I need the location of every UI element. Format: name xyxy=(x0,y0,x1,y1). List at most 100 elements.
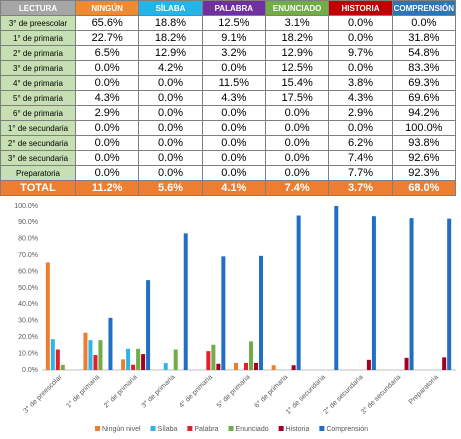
cell: 2.9% xyxy=(328,105,393,121)
bar xyxy=(259,255,263,370)
cell: 0.0% xyxy=(264,105,330,121)
legend-swatch xyxy=(319,426,325,431)
cell: 18.2% xyxy=(138,30,203,46)
bar xyxy=(211,344,216,370)
y-tick-label: 80.0% xyxy=(18,236,38,243)
cell: 4.1% xyxy=(201,180,266,196)
bar xyxy=(136,348,141,370)
table-row: Preparatoria 0.0% 0.0% 0.0% 0.0% 7.7% 92.3% xyxy=(0,165,457,181)
y-tick-label: 30.0% xyxy=(18,318,38,325)
bar xyxy=(296,215,301,370)
y-tick-label: 60.0% xyxy=(18,268,38,275)
cell: 0.0% xyxy=(328,60,393,76)
cell: 0.0% xyxy=(138,120,203,136)
y-tick-label: 90.0% xyxy=(18,219,38,226)
cell: 65.6% xyxy=(74,15,140,31)
cell: 6.5% xyxy=(74,45,140,61)
cell: 4.3% xyxy=(328,90,393,106)
y-tick-label: 70.0% xyxy=(18,252,38,259)
cell: 12.5% xyxy=(201,15,266,31)
x-tick-label: 3° de secundaria xyxy=(359,373,402,416)
cell: 7.4% xyxy=(328,150,393,166)
cell: 3.7% xyxy=(328,180,393,196)
cell: 0.0% xyxy=(264,150,330,166)
legend-label: Ningún nivel xyxy=(102,426,141,433)
x-tick-label: 4° de primaria xyxy=(178,373,215,410)
cell: 0.0% xyxy=(74,60,140,76)
header-cell: PALABRA xyxy=(201,0,266,16)
bar xyxy=(234,362,238,370)
y-tick-label: 20.0% xyxy=(18,334,38,341)
cell: 4.3% xyxy=(201,90,266,106)
table-row: 1° de secundaria 0.0% 0.0% 0.0% 0.0% 0.0% 100.… xyxy=(0,120,457,136)
bar xyxy=(98,340,103,370)
cell: 6.2% xyxy=(328,135,393,151)
bar xyxy=(50,339,55,370)
row-label: 2° de secundaria xyxy=(0,135,76,151)
cell: 0.0% xyxy=(74,120,140,136)
bar xyxy=(126,348,131,370)
cell: 4.2% xyxy=(138,60,203,76)
cell: 0.0% xyxy=(201,105,266,121)
cell: 0.0% xyxy=(74,75,140,91)
cell: 69.3% xyxy=(391,75,457,91)
cell: 22.7% xyxy=(74,30,140,46)
table-row: 5° de primaria 4.3% 0.0% 4.3% 17.5% 4.3% 69.6% xyxy=(0,90,457,106)
cell: 0.0% xyxy=(391,15,457,31)
bar xyxy=(88,340,93,370)
cell: 12.9% xyxy=(138,45,203,61)
bar xyxy=(216,363,221,370)
cell: 100.0% xyxy=(391,120,457,136)
legend-label: Palabra xyxy=(194,426,218,433)
legend-swatch xyxy=(95,426,100,431)
header-cell: ENUNCIADO xyxy=(264,0,330,16)
cell: 9.1% xyxy=(201,30,266,46)
cell: 0.0% xyxy=(264,165,330,181)
y-tick-label: 100.0% xyxy=(14,203,38,210)
bar xyxy=(131,364,136,370)
cell: 0.0% xyxy=(328,120,393,136)
bar xyxy=(271,365,276,370)
header-cell: LECTURA xyxy=(0,0,76,16)
x-tick-label: 1° de primaria xyxy=(65,373,102,410)
x-tick-label: 3° de preescolar xyxy=(22,373,64,415)
bar xyxy=(371,216,376,370)
cell: 69.6% xyxy=(391,90,457,106)
bar xyxy=(206,351,211,370)
cell: 0.0% xyxy=(264,120,330,136)
bar xyxy=(244,362,248,370)
x-tick-label: 5° de primaria xyxy=(215,373,252,410)
cell: 4.3% xyxy=(74,90,140,106)
cell: 0.0% xyxy=(328,30,393,46)
y-tick-label: 0.0% xyxy=(22,367,38,374)
cell: 12.5% xyxy=(264,60,330,76)
table-row: TOTAL 11.2% 5.6% 4.1% 7.4% 3.7% 68.0% xyxy=(0,180,457,196)
legend-label: Historia xyxy=(286,426,310,433)
table-row: 1° de primaria 22.7% 18.2% 9.1% 18.2% 0.0% 31.… xyxy=(0,30,457,46)
bar xyxy=(442,357,447,370)
bar xyxy=(254,362,258,370)
row-label: 1° de secundaria xyxy=(0,120,76,136)
cell: 11.5% xyxy=(201,75,266,91)
cell: 0.0% xyxy=(138,90,203,106)
cell: 9.7% xyxy=(328,45,393,61)
bar xyxy=(146,280,151,370)
bar xyxy=(409,218,414,370)
cell: 92.6% xyxy=(391,150,457,166)
bar xyxy=(366,359,371,370)
table-row: 4° de primaria 0.0% 0.0% 11.5% 15.4% 3.8% 69.3… xyxy=(0,75,457,91)
x-tick-label: 1° de secundaria xyxy=(284,373,327,416)
x-tick-label: 3° de primaria xyxy=(140,373,177,410)
legend-swatch xyxy=(150,426,156,431)
cell: 3.2% xyxy=(201,45,266,61)
bar xyxy=(249,341,253,370)
cell: 0.0% xyxy=(201,60,266,76)
cell: 18.2% xyxy=(264,30,330,46)
legend-swatch xyxy=(187,426,193,431)
y-tick-label: 10.0% xyxy=(18,350,38,357)
bar xyxy=(83,332,88,370)
bar xyxy=(334,206,339,370)
cell: 94.2% xyxy=(391,105,457,121)
table-row: 2° de primaria 6.5% 12.9% 3.2% 12.9% 9.7% 54.8… xyxy=(0,45,457,61)
cell: 12.9% xyxy=(264,45,330,61)
